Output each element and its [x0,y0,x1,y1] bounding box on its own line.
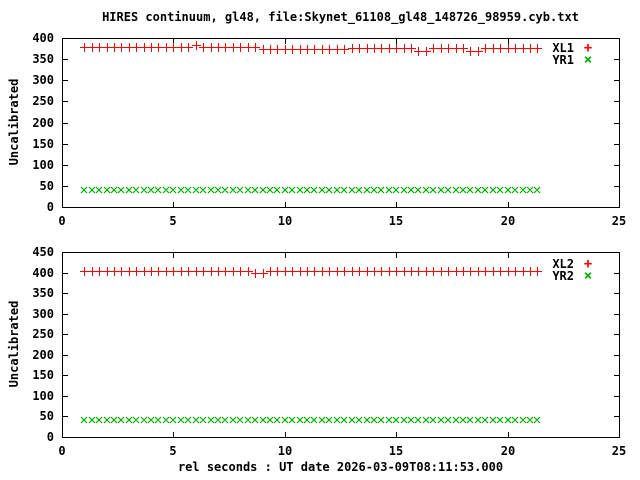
ylabel-top-panel: Uncalibrated [7,78,21,166]
y-tick-label: 150 [32,368,54,382]
data-series-YR2 [80,416,541,424]
legend-label-xl2: XL2 [552,257,574,271]
y-tick-label: 350 [32,286,54,300]
y-tick-label: 50 [40,179,54,193]
y-tick-label: 250 [32,327,54,341]
panel-frame-bottom [62,252,620,438]
x-tick-label: 25 [612,214,626,228]
data-series-XL2 [80,267,542,278]
cross-marker-icon: × [583,268,593,284]
legend-entry-xl1: XL1 + [516,40,602,56]
y-tick-label: 400 [32,31,54,45]
y-tick-label: 0 [47,430,54,444]
x-tick-label: 20 [501,214,515,228]
y-tick-label: 0 [47,200,54,214]
legend-label-xl1: XL1 [552,41,574,55]
x-tick-label: 0 [58,444,65,458]
x-tick-label: 20 [501,444,515,458]
x-tick-label: 5 [169,214,176,228]
y-tick-label: 150 [32,137,54,151]
y-tick-label: 300 [32,307,54,321]
y-tick-label: 250 [32,94,54,108]
legend-entry-yr2: YR2 × [516,268,602,284]
y-tick-label: 50 [40,409,54,423]
y-tick-label: 100 [32,158,54,172]
y-tick-label: 400 [32,266,54,280]
y-tick-label: 300 [32,73,54,87]
x-tick-label: 10 [278,444,292,458]
legend-label-yr2: YR2 [552,269,574,283]
y-tick-label: 200 [32,116,54,130]
chart-title: HIRES continuum, gl48, file:Skynet_61108… [102,10,579,24]
legend-entry-yr1: YR1 × [516,52,602,68]
y-tick-label: 350 [32,52,54,66]
x-tick-label: 25 [612,444,626,458]
tick-marks-top [62,38,620,208]
cross-marker-icon: × [583,52,593,68]
y-tick-label: 100 [32,389,54,403]
x-tick-label: 15 [389,214,403,228]
x-tick-label: 5 [169,444,176,458]
plus-marker-icon: + [583,256,593,272]
data-series-YR1 [80,186,541,194]
x-tick-label: 10 [278,214,292,228]
y-tick-label: 200 [32,348,54,362]
plus-marker-icon: + [583,40,593,56]
data-series-XL1 [80,41,542,56]
x-tick-label: 15 [389,444,403,458]
ylabel-bottom-panel: Uncalibrated [7,300,21,388]
legend-entry-xl2: XL2 + [516,256,602,272]
xlabel: rel seconds : UT date 2026-03-09T08:11:5… [177,460,504,474]
tick-marks-bottom [62,252,620,438]
x-tick-label: 0 [58,214,65,228]
legend-label-yr1: YR1 [552,53,574,67]
y-tick-label: 450 [32,245,54,259]
panel-frame-top [62,38,620,208]
